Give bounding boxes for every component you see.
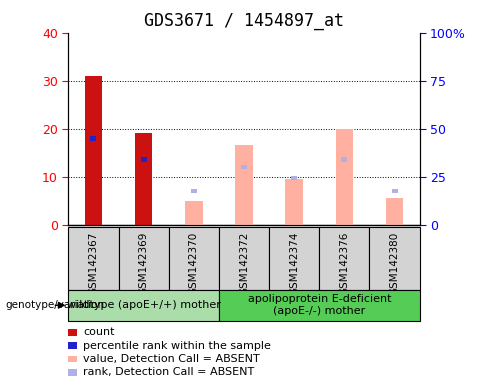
Bar [90,136,97,141]
Text: GSM142380: GSM142380 [389,232,400,295]
Bar [141,157,146,162]
Bar [386,198,404,225]
Text: GSM142367: GSM142367 [88,232,99,295]
FancyBboxPatch shape [319,227,369,290]
Bar [285,179,303,225]
Bar [185,201,203,225]
FancyBboxPatch shape [219,227,269,290]
Text: GSM142376: GSM142376 [339,232,349,295]
Bar [241,165,247,169]
FancyBboxPatch shape [119,227,169,290]
Text: rank, Detection Call = ABSENT: rank, Detection Call = ABSENT [83,367,254,377]
Text: wildtype (apoE+/+) mother: wildtype (apoE+/+) mother [67,300,221,310]
FancyBboxPatch shape [369,227,420,290]
Text: GSM142372: GSM142372 [239,232,249,295]
FancyBboxPatch shape [169,227,219,290]
Bar [342,157,347,162]
Text: percentile rank within the sample: percentile rank within the sample [83,341,271,351]
Text: value, Detection Call = ABSENT: value, Detection Call = ABSENT [83,354,260,364]
Bar [191,189,197,194]
Bar [235,146,253,225]
Bar [391,189,398,194]
Text: count: count [83,327,115,337]
Text: GSM142370: GSM142370 [189,232,199,295]
Bar [135,134,152,225]
Text: GSM142374: GSM142374 [289,232,299,295]
FancyBboxPatch shape [68,227,119,290]
FancyBboxPatch shape [269,227,319,290]
FancyBboxPatch shape [219,290,420,321]
Bar [336,129,353,225]
Bar [291,176,297,180]
FancyBboxPatch shape [68,290,219,321]
Text: genotype/variation: genotype/variation [5,300,104,310]
Bar [84,76,102,225]
Text: GSM142369: GSM142369 [139,232,149,295]
Text: apolipoprotein E-deficient
(apoE-/-) mother: apolipoprotein E-deficient (apoE-/-) mot… [247,295,391,316]
Title: GDS3671 / 1454897_at: GDS3671 / 1454897_at [144,12,344,30]
